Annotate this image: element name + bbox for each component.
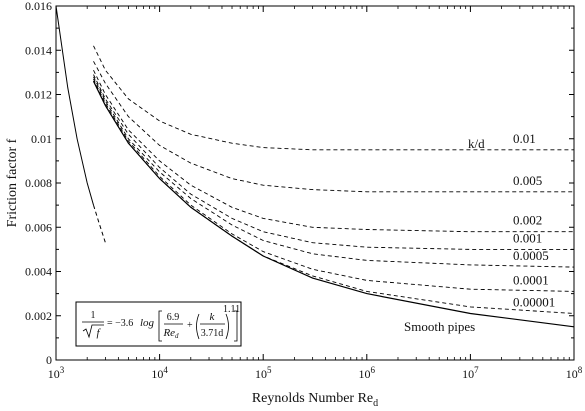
- eq-term2-num: k: [210, 311, 216, 323]
- roughness-line: [93, 74, 574, 250]
- y-tick-label: 0.008: [25, 176, 52, 190]
- roughness-line: [93, 78, 575, 292]
- y-tick-label: 0.006: [25, 220, 52, 234]
- eq-left-paren: [196, 313, 200, 340]
- roughness-label: 0.01: [513, 131, 536, 146]
- roughness-label: 0.00001: [513, 295, 555, 310]
- roughness-label: 0.0005: [513, 248, 549, 263]
- axis-ticks: [55, 5, 575, 361]
- eq-right-bracket: [234, 310, 238, 342]
- x-tick-label: 103: [48, 365, 65, 381]
- roughness-label: 0.002: [513, 213, 542, 228]
- eq-exponent: 1.11: [223, 304, 240, 315]
- eq-term2-den: 3.71d: [201, 328, 224, 339]
- roughness-line: [93, 81, 575, 314]
- roughness-label: 0.001: [513, 230, 542, 245]
- y-tick-label: 0: [46, 353, 52, 367]
- x-tick-label: 106: [359, 365, 376, 381]
- eq-sqrt-sign: [82, 324, 104, 339]
- colebrook-equation-box: 1 f = −3.6 log 6.9 Red + k 3.71d 1.11: [75, 301, 242, 347]
- smooth-pipe-line: [92, 80, 575, 328]
- eq-left-bracket: [158, 310, 162, 342]
- laminar-line: [55, 5, 94, 206]
- roughness-line: [93, 76, 575, 268]
- tick-labels: 00.0020.0040.0060.0080.010.0120.0140.016…: [25, 0, 583, 381]
- y-tick-label: 0.014: [25, 43, 52, 57]
- x-axis-title: Reynolds Number Red: [252, 391, 378, 409]
- x-tick-label: 105: [255, 365, 272, 381]
- eq-lhs-num: 1: [91, 310, 96, 321]
- roughness-line: [93, 45, 574, 151]
- eq-term1-num: 6.9: [167, 312, 180, 323]
- x-tick-label: 107: [462, 365, 479, 381]
- y-tick-label: 0.002: [25, 309, 52, 323]
- y-tick-label: 0.01: [31, 132, 52, 146]
- eq-right-paren: [225, 313, 229, 340]
- eq-plus: +: [187, 320, 193, 331]
- eq-log: log: [140, 317, 155, 329]
- y-tick-label: 0.004: [25, 265, 52, 279]
- curves: [55, 5, 575, 328]
- curve-labels: 0.01 0.005 0.002 0.001 0.0005 0.0001 0.00001 Sm…: [404, 131, 555, 334]
- roughness-label: 0.0001: [513, 272, 549, 287]
- smooth-pipes-label: Smooth pipes: [404, 319, 475, 334]
- eq-lhs-den: f: [96, 327, 101, 339]
- eq-equals: = −3.6: [107, 318, 133, 329]
- y-axis-title: Friction factor f: [5, 138, 20, 227]
- roughness-line: [93, 70, 574, 233]
- y-tick-label: 0.012: [25, 88, 52, 102]
- x-tick-label: 108: [566, 365, 583, 381]
- eq-term1-den: Red: [162, 327, 179, 340]
- laminar-extension-line: [93, 204, 106, 243]
- x-tick-label: 104: [151, 365, 168, 381]
- roughness-label: 0.005: [513, 173, 542, 188]
- roughness-line: [93, 61, 574, 193]
- y-tick-label: 0.016: [25, 0, 52, 13]
- legend-header: k/d: [468, 136, 485, 151]
